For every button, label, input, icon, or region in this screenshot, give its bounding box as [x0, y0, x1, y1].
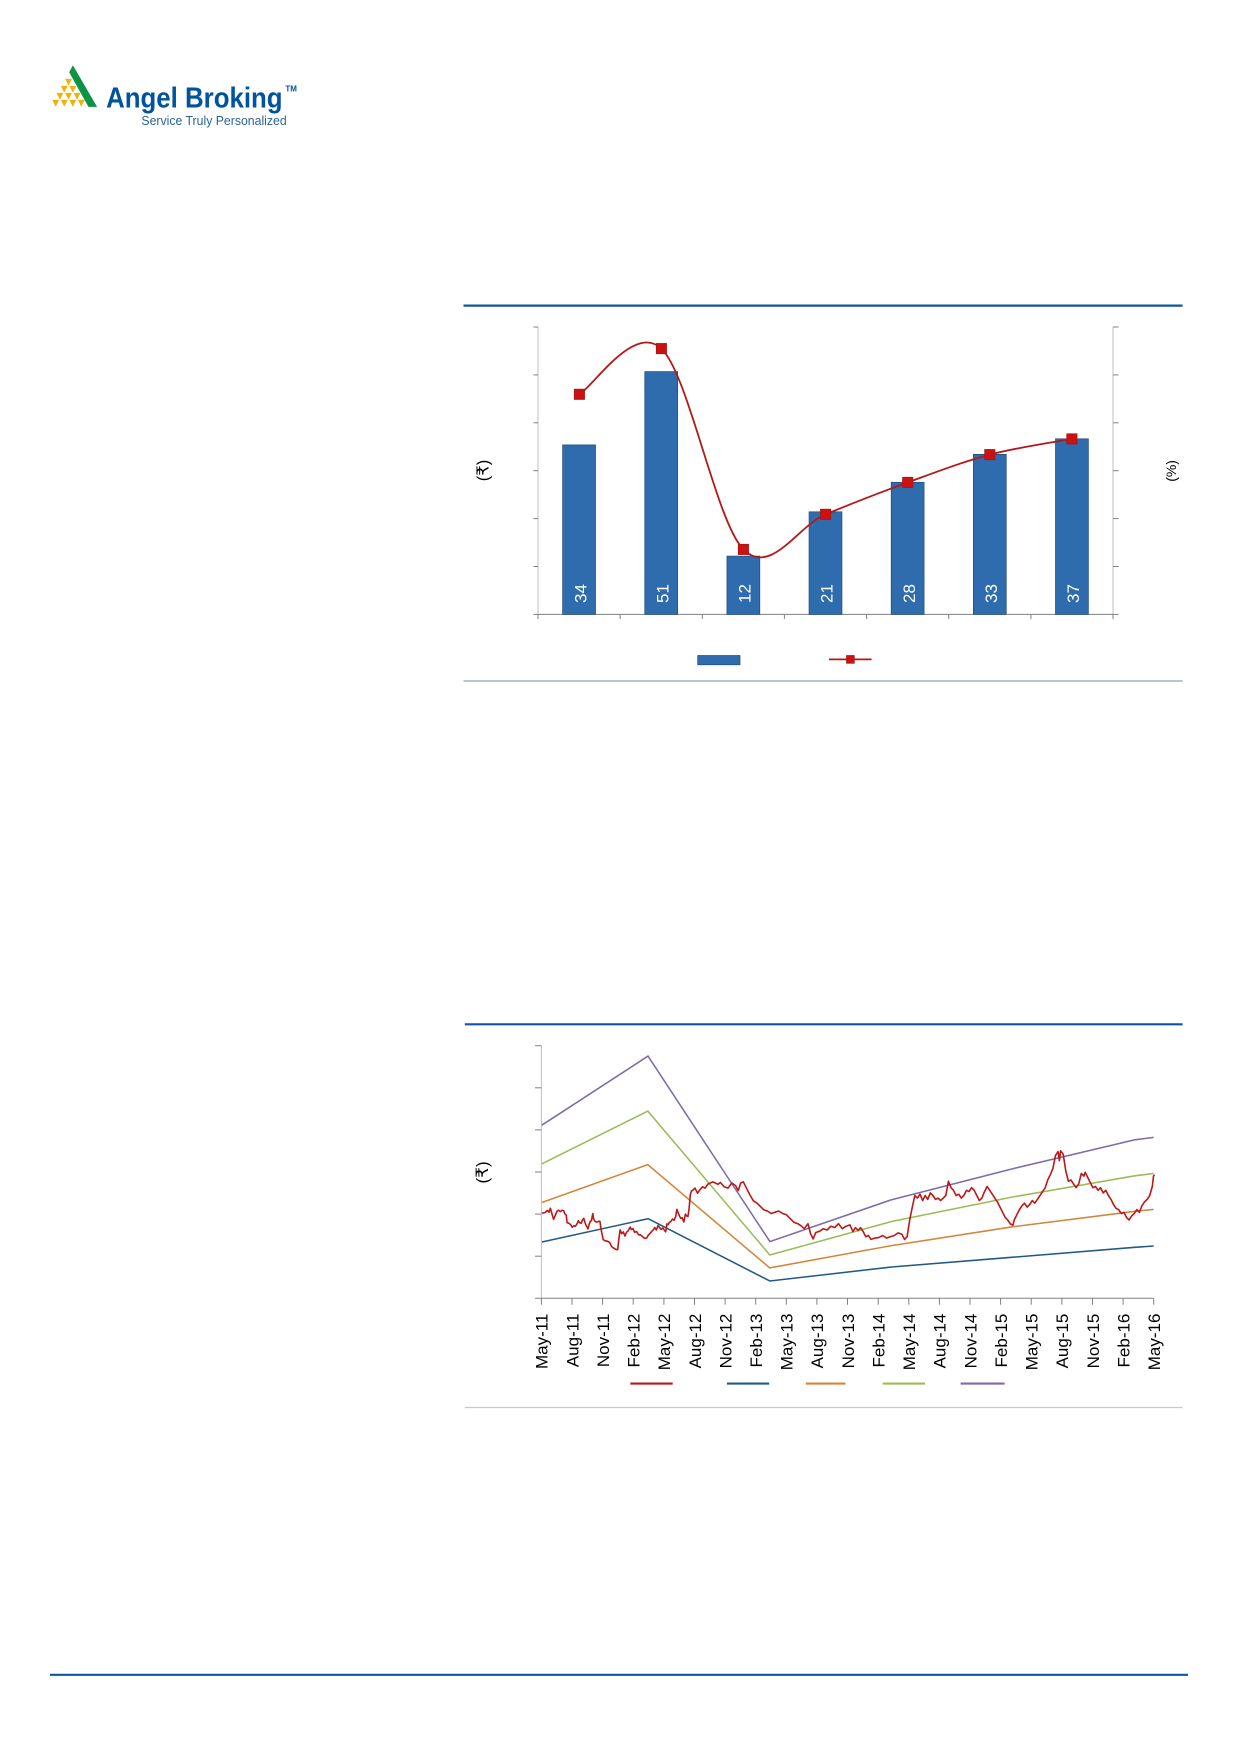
svg-text:Nov-14: Nov-14: [961, 1314, 980, 1369]
svg-text:Service Truly Personalized: Service Truly Personalized: [141, 114, 286, 128]
svg-text:37: 37: [1064, 584, 1083, 603]
svg-text:34: 34: [571, 584, 590, 603]
svg-text:Aug-14: Aug-14: [931, 1314, 950, 1369]
svg-text:Feb-13: Feb-13: [747, 1314, 766, 1368]
svg-text:Feb-12: Feb-12: [625, 1314, 644, 1368]
svg-text:Feb-16: Feb-16: [1114, 1314, 1133, 1368]
svg-text:Angel Broking: Angel Broking: [106, 81, 282, 114]
svg-text:May-11: May-11: [533, 1314, 552, 1369]
svg-text:Aug-13: Aug-13: [808, 1314, 827, 1369]
svg-text:Feb-14: Feb-14: [869, 1314, 888, 1368]
svg-text:(%): (%): [1163, 460, 1179, 482]
svg-text:(₹): (₹): [475, 460, 493, 482]
svg-text:May-15: May-15: [1023, 1314, 1042, 1371]
svg-text:Nov-15: Nov-15: [1084, 1314, 1103, 1369]
svg-text:28: 28: [900, 584, 919, 603]
svg-text:Aug-15: Aug-15: [1053, 1314, 1072, 1369]
svg-text:Aug-11: Aug-11: [563, 1314, 582, 1368]
svg-text:Nov-12: Nov-12: [716, 1314, 735, 1369]
svg-text:May-13: May-13: [778, 1314, 797, 1371]
svg-text:May-12: May-12: [655, 1314, 674, 1371]
svg-text:May-14: May-14: [900, 1314, 919, 1371]
svg-text:Nov-13: Nov-13: [839, 1314, 858, 1369]
svg-text:TM: TM: [285, 85, 297, 94]
svg-text:33: 33: [982, 584, 1001, 603]
svg-text:Nov-11: Nov-11: [594, 1314, 613, 1368]
svg-text:Aug-12: Aug-12: [686, 1314, 705, 1369]
svg-text:(₹): (₹): [473, 1161, 492, 1183]
svg-text:12: 12: [736, 584, 755, 603]
svg-text:May-16: May-16: [1145, 1314, 1164, 1371]
svg-text:21: 21: [818, 584, 837, 603]
svg-text:51: 51: [653, 584, 672, 603]
svg-text:Feb-15: Feb-15: [992, 1314, 1011, 1368]
